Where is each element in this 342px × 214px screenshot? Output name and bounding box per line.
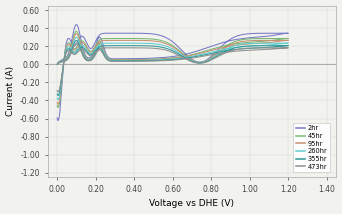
Y-axis label: Current (A): Current (A)	[5, 66, 15, 116]
X-axis label: Voltage vs DHE (V): Voltage vs DHE (V)	[149, 199, 235, 208]
Legend: 2hr, 45hr, 95hr, 260hr, 355hr, 473hr: 2hr, 45hr, 95hr, 260hr, 355hr, 473hr	[293, 123, 330, 172]
